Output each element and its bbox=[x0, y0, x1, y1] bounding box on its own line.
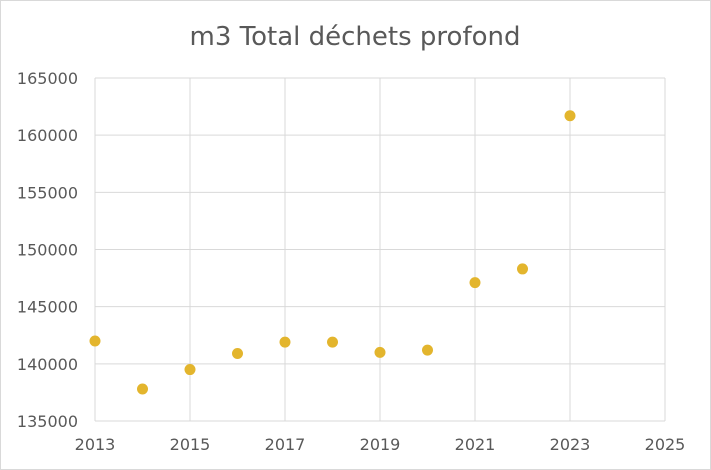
horizontal-gridlines bbox=[95, 77, 665, 422]
x-axis-tick-labels: 2013 2015 2017 2019 2021 2023 2025 bbox=[75, 435, 686, 454]
data-point-2023 bbox=[564, 110, 576, 122]
x-tick-label: 2021 bbox=[455, 435, 496, 454]
y-tick-label: 145000 bbox=[17, 298, 78, 317]
y-tick-label: 140000 bbox=[17, 355, 78, 374]
data-point-2019 bbox=[374, 346, 386, 358]
x-tick-label: 2013 bbox=[75, 435, 116, 454]
data-point-2013 bbox=[89, 335, 101, 347]
x-tick-label: 2023 bbox=[550, 435, 591, 454]
data-point-2014 bbox=[137, 383, 148, 395]
data-points bbox=[89, 110, 576, 395]
data-point-2016 bbox=[232, 348, 243, 360]
y-tick-label: 160000 bbox=[17, 126, 78, 145]
y-axis-tick-labels: 135000 140000 145000 150000 155000 160000 1650… bbox=[17, 69, 78, 431]
data-point-2020 bbox=[422, 344, 433, 356]
x-tick-label: 2015 bbox=[170, 435, 211, 454]
data-point-2018 bbox=[327, 336, 338, 348]
data-point-2017 bbox=[279, 336, 291, 348]
x-tick-label: 2025 bbox=[645, 435, 686, 454]
y-tick-label: 150000 bbox=[17, 241, 78, 260]
data-point-2015 bbox=[184, 364, 196, 376]
y-tick-label: 155000 bbox=[17, 183, 78, 202]
data-point-2022 bbox=[517, 263, 528, 275]
data-point-2021 bbox=[469, 277, 481, 289]
y-tick-label: 165000 bbox=[17, 69, 78, 88]
y-tick-label: 135000 bbox=[17, 412, 78, 431]
chart-title: m3 Total déchets profond bbox=[190, 22, 521, 52]
x-tick-label: 2019 bbox=[360, 435, 401, 454]
x-tick-label: 2017 bbox=[265, 435, 306, 454]
